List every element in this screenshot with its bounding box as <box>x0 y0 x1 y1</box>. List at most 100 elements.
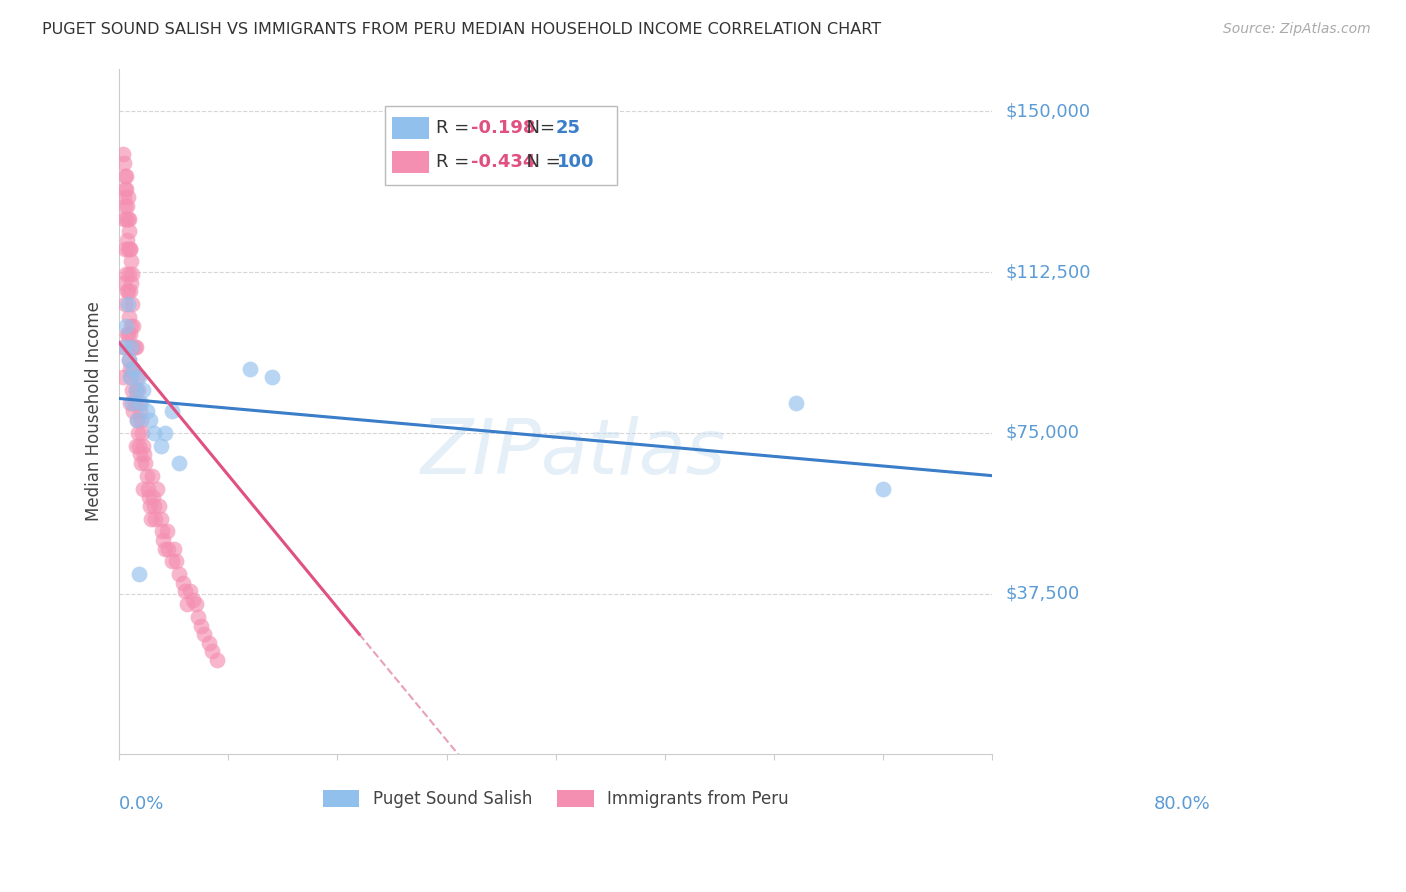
Point <box>118 224 141 238</box>
Point <box>184 597 207 611</box>
Point <box>114 181 136 195</box>
Point <box>122 404 145 418</box>
Point <box>129 413 152 427</box>
Point <box>111 340 134 354</box>
Point <box>121 267 143 281</box>
Point <box>114 318 136 333</box>
Point <box>115 233 138 247</box>
Text: -0.434: -0.434 <box>471 153 536 171</box>
Point <box>118 353 141 368</box>
Point <box>128 370 150 384</box>
Point <box>129 396 152 410</box>
Point <box>112 156 135 170</box>
Point <box>160 554 183 568</box>
Point <box>124 340 146 354</box>
Point <box>141 468 163 483</box>
Point <box>165 554 187 568</box>
Point <box>239 361 262 376</box>
Point <box>143 499 166 513</box>
Point <box>152 533 174 547</box>
Point <box>120 276 142 290</box>
Point <box>117 190 139 204</box>
FancyBboxPatch shape <box>392 152 429 173</box>
Point <box>120 370 142 384</box>
Point <box>135 468 157 483</box>
Point <box>129 447 152 461</box>
Point <box>125 370 148 384</box>
Text: -0.198: -0.198 <box>471 120 536 137</box>
Point <box>128 396 150 410</box>
Point <box>121 340 143 354</box>
Point <box>114 169 136 183</box>
Point <box>122 361 145 376</box>
Point <box>143 425 166 440</box>
Point <box>120 370 142 384</box>
Point <box>134 447 156 461</box>
Point <box>138 490 160 504</box>
Point <box>197 636 219 650</box>
Point <box>120 242 142 256</box>
Point <box>120 318 142 333</box>
Point <box>129 404 152 418</box>
Point <box>129 456 152 470</box>
Point <box>118 310 141 324</box>
Point <box>125 413 148 427</box>
Text: 100: 100 <box>557 153 595 171</box>
Point <box>187 610 209 624</box>
Text: N =: N = <box>515 153 567 171</box>
Point <box>169 456 191 470</box>
Point <box>132 439 155 453</box>
Point <box>120 242 142 256</box>
Point <box>115 327 138 342</box>
Point <box>179 584 201 599</box>
Point <box>112 190 135 204</box>
Point <box>118 211 141 226</box>
Point <box>153 541 176 556</box>
Point <box>183 593 205 607</box>
Point <box>117 211 139 226</box>
Point <box>118 353 141 368</box>
Point <box>143 511 166 525</box>
Point <box>132 482 155 496</box>
Text: 80.0%: 80.0% <box>1153 796 1211 814</box>
Point <box>150 524 173 539</box>
Point <box>124 340 146 354</box>
Legend: Puget Sound Salish, Immigrants from Peru: Puget Sound Salish, Immigrants from Peru <box>316 783 796 814</box>
Text: $37,500: $37,500 <box>1005 584 1080 602</box>
Point <box>121 396 143 410</box>
Point <box>117 285 139 299</box>
Point <box>117 297 139 311</box>
Point <box>114 181 136 195</box>
Text: Source: ZipAtlas.com: Source: ZipAtlas.com <box>1223 22 1371 37</box>
Text: $112,500: $112,500 <box>1005 263 1091 281</box>
Point <box>149 439 172 453</box>
Point <box>115 199 138 213</box>
Text: R =: R = <box>436 153 475 171</box>
Point <box>136 482 159 496</box>
Point <box>112 276 135 290</box>
Point <box>124 383 146 397</box>
Point <box>193 627 215 641</box>
Point <box>142 490 165 504</box>
Point <box>785 396 807 410</box>
Point <box>148 499 170 513</box>
Point <box>149 511 172 525</box>
Point <box>117 242 139 256</box>
Point <box>125 413 148 427</box>
Point <box>173 584 195 599</box>
Point <box>121 297 143 311</box>
Point <box>127 383 149 397</box>
Point <box>114 267 136 281</box>
Point <box>139 499 162 513</box>
Point <box>114 211 136 226</box>
Y-axis label: Median Household Income: Median Household Income <box>86 301 103 521</box>
Text: 25: 25 <box>555 120 581 137</box>
Point <box>117 327 139 342</box>
Point <box>163 541 186 556</box>
Point <box>157 541 180 556</box>
Text: 0.0%: 0.0% <box>120 796 165 814</box>
Text: R =: R = <box>436 120 475 137</box>
Point <box>139 413 162 427</box>
Point <box>120 361 142 376</box>
Point <box>127 425 149 440</box>
